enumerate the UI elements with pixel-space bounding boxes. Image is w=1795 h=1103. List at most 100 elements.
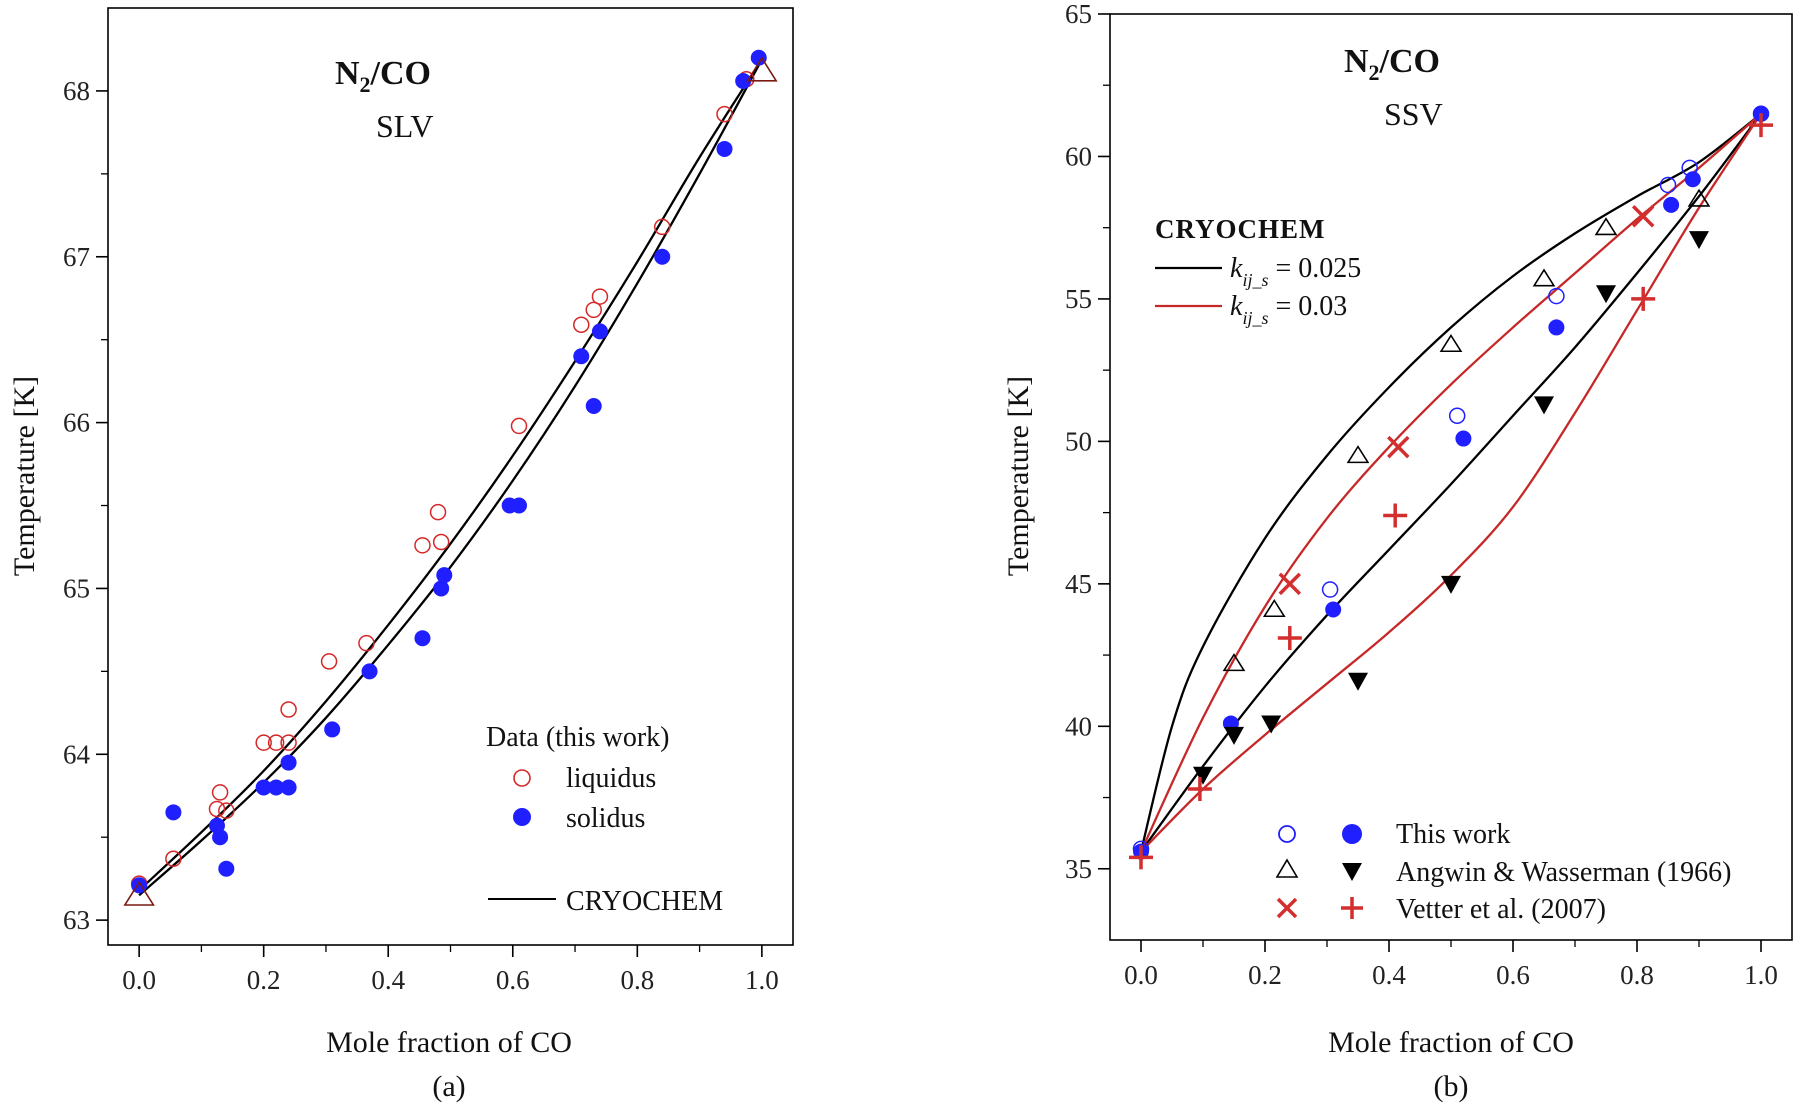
- point-b-angwin-wasserman-1966-3-1: [1224, 726, 1244, 745]
- point-a-solidus-1-17: [585, 398, 602, 415]
- point-a-solidus-1-20: [716, 140, 733, 157]
- x-tick-label-a-2: 0.4: [371, 965, 405, 995]
- point-a-liquidus-0-5: [255, 734, 272, 751]
- y-tick-label-a-0: 63: [63, 905, 90, 935]
- point-a-pure-component-2-0: [123, 880, 155, 906]
- point-a-liquidus-0-15: [573, 316, 590, 334]
- y-tick-label-b-5: 60: [1065, 141, 1092, 171]
- point-a-liquidus-0-19: [716, 105, 733, 123]
- legend-data-b: This work Angwin & Wasserman (1966) Vett…: [1275, 819, 1732, 925]
- y-tick-label-a-3: 66: [63, 408, 90, 438]
- legend-marker-vetter-plus: [1341, 897, 1363, 919]
- legend-label-thiswork: This work: [1396, 819, 1510, 850]
- point-a-solidus-1-16: [573, 348, 590, 365]
- point-b-vetter-et-al-2007-5-2: [1277, 625, 1302, 650]
- y-tick-label-b-4: 55: [1065, 284, 1092, 314]
- point-b-angwin-wasserman-1966-3-0: [1193, 766, 1213, 785]
- point-a-liquidus-0-12: [429, 503, 447, 521]
- x-tick-label-a-0: 0.0: [122, 965, 156, 995]
- point-b-this-work-0-1: [1321, 581, 1339, 598]
- point-b-this-work-1-6: [1684, 171, 1701, 188]
- legend-label-k025: kij_s = 0.025: [1230, 253, 1361, 290]
- point-a-solidus-1-19: [654, 248, 671, 265]
- y-tick-label-a-1: 64: [63, 739, 91, 769]
- grid-b-ticks: [1098, 13, 1762, 952]
- point-a-solidus-1-1: [165, 804, 182, 821]
- point-a-liquidus-0-6: [267, 734, 285, 751]
- markers-a: [123, 49, 778, 906]
- point-a-liquidus-0-7: [280, 701, 297, 718]
- point-a-pure-component-2-1: [746, 56, 778, 82]
- x-tick-label-b-0: 0.0: [1124, 960, 1158, 990]
- legend-marker-thiswork-open: [1278, 825, 1296, 843]
- point-a-liquidus-0-3: [211, 784, 229, 801]
- x-tick-label-b-2: 0.4: [1372, 960, 1406, 990]
- legend-model-title: CRYOCHEM: [1155, 214, 1326, 244]
- point-a-solidus-1-4: [218, 860, 235, 877]
- point-a-solidus-1-10: [361, 663, 378, 680]
- series-line-b-k-ij-s-0-025-6: [1139, 112, 1762, 852]
- legend-marker-solidus: [513, 808, 531, 826]
- point-b-this-work-0-3: [1548, 287, 1565, 305]
- legend-model-b: CRYOCHEM kij_s = 0.025 kij_s = 0.03: [1155, 214, 1361, 328]
- point-b-angwin-wasserman-1966-3-5: [1534, 396, 1554, 415]
- x-tick-label-a-5: 1.0: [745, 965, 779, 995]
- point-b-vetter-et-al-2007-5-5: [1749, 113, 1773, 138]
- point-b-vetter-et-al-2007-5-1: [1187, 776, 1212, 801]
- point-a-liquidus-0-1: [165, 850, 182, 868]
- point-b-angwin-wasserman-1966-3-4: [1441, 575, 1461, 594]
- point-a-liquidus-0-17: [591, 288, 609, 305]
- point-a-liquidus-0-11: [414, 537, 431, 554]
- point-a-solidus-1-5: [255, 779, 272, 796]
- point-a-liquidus-0-13: [432, 533, 450, 551]
- point-b-angwin-wasserman-1966-3-3: [1348, 672, 1368, 691]
- x-tick-label-a-3: 0.6: [496, 965, 530, 995]
- point-a-solidus-1-3: [212, 829, 229, 846]
- markers-b: [1129, 105, 1773, 870]
- x-tick-label-b-1: 0.2: [1248, 960, 1282, 990]
- point-b-vetter-et-al-2007-4-0: [1278, 572, 1302, 596]
- x-tick-label-b-3: 0.6: [1496, 960, 1530, 990]
- tick-labels-b: 0.0 0.2 0.4 0.6 0.8 1.0 35 40 45 50 55 60 65: [1065, 0, 1778, 990]
- point-a-solidus-1-9: [324, 721, 341, 738]
- subtitle-b: SSV: [1384, 96, 1443, 132]
- point-b-vetter-et-al-2007-5-4: [1631, 286, 1656, 311]
- ylabel-b: Temperature [K]: [1002, 376, 1035, 576]
- tick-labels-a: 0.0 0.2 0.4 0.6 0.8 1.0 63 64 65 66 67 68: [63, 76, 779, 995]
- point-a-solidus-1-15: [511, 497, 527, 514]
- point-a-solidus-1-13: [436, 567, 453, 584]
- legend-label-vetter: Vetter et al. (2007): [1396, 894, 1606, 925]
- point-b-vetter-et-al-2007-4-1: [1387, 435, 1410, 459]
- point-b-angwin-wasserman-1966-2-5: [1594, 217, 1618, 236]
- point-b-angwin-wasserman-1966-2-6: [1687, 188, 1711, 207]
- subtitle-a: SLV: [376, 108, 434, 144]
- y-tick-label-a-5: 68: [63, 76, 90, 106]
- point-a-liquidus-0-16: [585, 301, 602, 319]
- x-tick-label-b-5: 1.0: [1744, 960, 1778, 990]
- legend-title-a: Data (this work): [486, 722, 670, 753]
- legend-label-cryochem-a: CRYOCHEM: [566, 886, 723, 917]
- legend-marker-vetter-x: [1276, 897, 1298, 919]
- point-b-vetter-et-al-2007-5-0: [1129, 845, 1153, 870]
- title-b: N2/CO: [1344, 43, 1440, 85]
- ylabel-a: Temperature [K]: [8, 376, 41, 576]
- point-b-this-work-0-2: [1448, 407, 1466, 424]
- point-b-this-work-0-4: [1659, 176, 1677, 194]
- point-b-angwin-wasserman-1966-2-1: [1262, 598, 1286, 618]
- series-line-a-cryochem-4: [138, 58, 763, 897]
- panel-a: 0.0 0.2 0.4 0.6 0.8 1.0 63 64 65 66 67 68 N2/CO SLV…: [8, 7, 794, 1103]
- point-b-angwin-wasserman-1966-2-3: [1439, 334, 1463, 353]
- xlabel-b: Mole fraction of CO: [1328, 1026, 1574, 1059]
- grid-a-ticks: [96, 90, 763, 957]
- point-a-liquidus-0-10: [358, 634, 375, 652]
- point-b-angwin-wasserman-1966-3-6: [1596, 285, 1616, 304]
- x-tick-label-b-4: 0.8: [1620, 960, 1654, 990]
- y-tick-label-b-6: 65: [1065, 0, 1092, 29]
- y-tick-label-a-2: 65: [63, 573, 90, 603]
- legend-marker-thiswork-filled: [1342, 824, 1362, 844]
- point-a-liquidus-0-2: [208, 800, 226, 818]
- point-a-solidus-1-22: [750, 49, 767, 66]
- title-a: N2/CO: [335, 55, 431, 97]
- point-b-this-work-1-2: [1325, 601, 1342, 618]
